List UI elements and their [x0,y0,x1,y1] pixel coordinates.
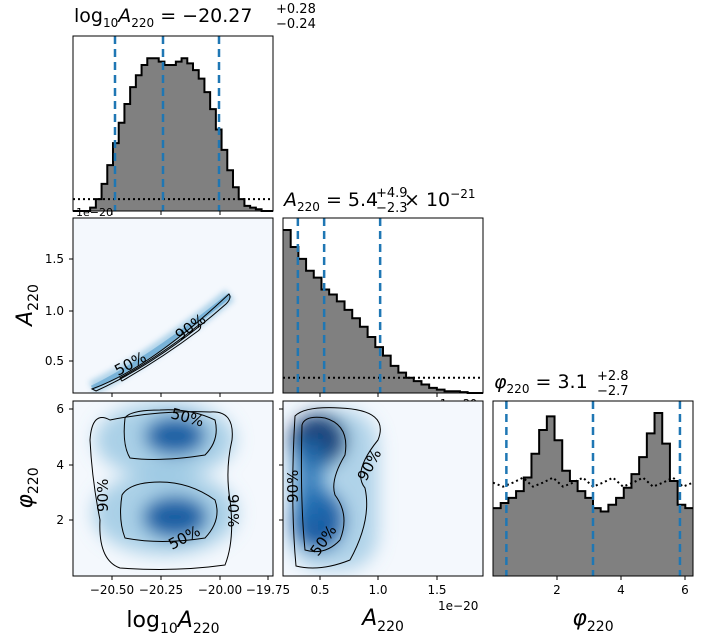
title-log10A220: log10A220 = −20.27 [74,5,252,30]
xlabel-phi220: φ220 [572,606,613,635]
xaxis-phi220: 2 4 6 [553,576,689,597]
tick-log10A220-2: −20.00 [198,583,242,597]
title-log10A220-minus: −0.24 [276,17,316,32]
ylabel-A220: A220 [13,284,42,328]
title-phi220: φ220 = 3.1 [494,371,588,396]
panel-log10A220-A220-frame [72,217,274,394]
title-A220: A220 = 5.4 [282,189,378,214]
histogram-log10A220-frame [72,35,274,212]
tick-phi220-x-2: 6 [681,583,689,597]
yaxis-A220: 1.5 1.0 0.5 [45,252,73,368]
density-log10A220-A220: 50% 90% [73,218,273,393]
histogram-log10A220 [73,36,273,212]
tick-log10A220-0: −20.50 [90,583,134,597]
contour-label-90-c: 90% [224,494,242,527]
title-A220-minus: −2.3 [376,201,408,216]
title-phi220-minus: −2.7 [597,384,629,399]
xlabel-A220: A220 [360,606,404,635]
xlabel-log10A220: log10A220 [126,608,219,637]
tick-A220-y-1: 1.0 [45,304,64,318]
tick-A220-x-2: 1.5 [427,583,446,597]
histogram-phi220-frame [492,400,694,577]
hist-phi220-step [493,412,693,513]
tick-A220-x-1: 1.0 [368,583,387,597]
xaxis-log10A220: −20.50 −20.25 −20.00 −19.75 [90,211,290,597]
histogram-A220-frame [282,217,484,394]
title-A220-scale: × 10−21 [404,187,475,211]
tick-phi220-x-0: 2 [553,583,561,597]
tick-A220-x-0: 0.5 [310,583,329,597]
contour-label-90-d: 90% [284,470,302,503]
hist-A220-step [283,229,483,394]
tick-phi220-y-0: 6 [56,402,64,416]
panel-A220-phi220-frame [282,400,484,577]
ylabel-phi220: φ220 [13,467,42,508]
xaxis-A220: 0.5 1.0 1.5 1e−20 [310,393,478,613]
density-A220-phi220: 90% 90% 50% [283,401,483,576]
contour-label-90-b: 90% [94,479,112,512]
histogram-A220 [283,218,483,394]
hist-log10A220-fill [73,58,273,211]
title-A220-plus: +4.9 [376,186,408,201]
title-log10A220-plus: +0.28 [276,2,316,17]
offset-text-hist1: 1e−20 [76,206,113,219]
panel-log10A220-phi220-frame [72,400,274,577]
title-phi220-plus: +2.8 [597,369,629,384]
hist-log10A220-step [73,57,273,212]
tick-phi220-y-2: 2 [56,513,64,527]
yaxis-phi220: 6 4 2 [56,402,283,527]
tick-phi220-y-1: 4 [56,458,64,472]
tick-log10A220-3: −19.75 [246,583,290,597]
hist-phi220-fill [493,413,693,576]
tick-phi220-x-1: 4 [617,583,625,597]
tick-A220-y-0: 1.5 [45,252,64,266]
hist-A220-fill [283,230,483,393]
histogram-phi220 [492,401,694,576]
tick-log10A220-1: −20.25 [139,583,183,597]
density-log10A220-phi220: 50% 50% 90% 90% [73,401,273,576]
tick-A220-y-2: 0.5 [45,354,64,368]
offset-text-bottom-mid: 1e−20 [438,599,478,613]
